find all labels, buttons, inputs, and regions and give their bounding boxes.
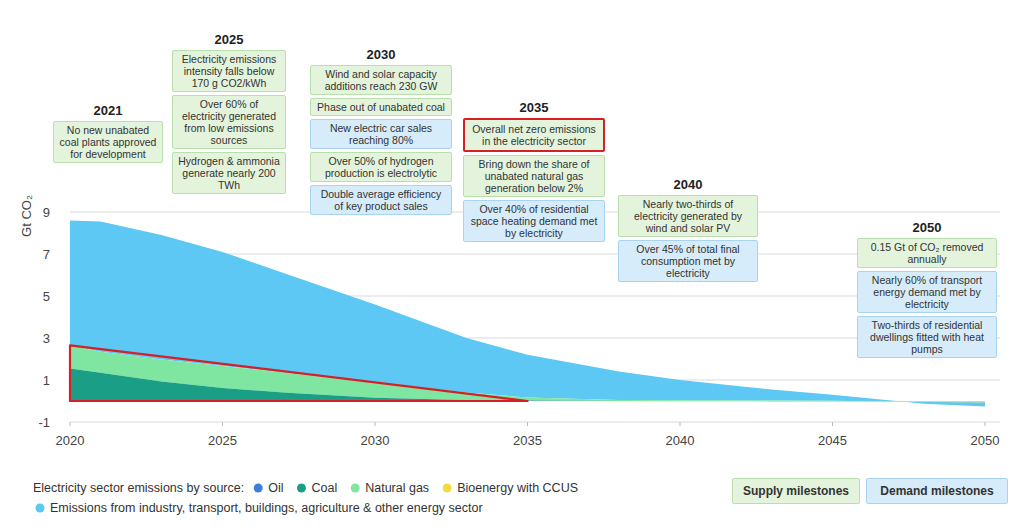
- milestone-box: Phase out of unabated coal: [310, 98, 452, 116]
- y-tick-label: -1: [38, 415, 50, 430]
- milestone-box: Overall net zero emissions in the electr…: [463, 118, 605, 152]
- x-tick-label: 2025: [208, 433, 237, 448]
- area: [70, 345, 985, 402]
- legend-swatch: [351, 484, 360, 493]
- milestone-group: 2025 Electricity emissions intensity fall…: [172, 32, 286, 197]
- highlight-triangle: [70, 345, 528, 401]
- milestone-group: 2021 No new unabated coal plants approved…: [53, 103, 163, 166]
- legend-swatch: [254, 484, 263, 493]
- x-tick-label: 2030: [361, 433, 390, 448]
- legend-label: Oil: [268, 481, 283, 495]
- x-tick-label: 2050: [971, 433, 1000, 448]
- milestone-box: Bring down the share of unabated natural…: [463, 155, 605, 197]
- milestone-box: Over 45% of total final consumption met …: [618, 240, 758, 282]
- x-tick: [375, 422, 376, 426]
- x-tick-label: 2020: [56, 433, 85, 448]
- grid: [70, 212, 1000, 422]
- area: [70, 345, 985, 401]
- x-tick: [222, 422, 223, 426]
- legend-swatch: [443, 484, 452, 493]
- legend-label: Emissions from industry, transport, buil…: [50, 501, 483, 515]
- milestone-group: 2050 0.15 Gt of CO₂ removed annuallyNearl…: [857, 220, 997, 361]
- milestone-legend: Supply milestones: [732, 478, 860, 504]
- milestone-box: Wind and solar capacity additions reach …: [310, 65, 452, 95]
- x-tick: [70, 422, 71, 426]
- milestone-year: 2025: [172, 32, 286, 48]
- legend-label: Bioenergy with CCUS: [457, 481, 578, 495]
- milestone-box: Two-thirds of residential dwellings fitt…: [857, 316, 997, 358]
- area: [70, 368, 985, 401]
- legend-swatch: [36, 504, 45, 513]
- milestone-box: 0.15 Gt of CO₂ removed annually: [857, 238, 997, 268]
- legend-label: Coal: [311, 481, 337, 495]
- x-tick-label: 2035: [513, 433, 542, 448]
- milestone-year: 2035: [463, 100, 605, 116]
- milestone-box: Double average efficiency of key product…: [310, 185, 452, 215]
- x-tick-label: 2040: [666, 433, 695, 448]
- milestone-year: 2030: [310, 47, 452, 63]
- milestone-box: Nearly 60% of transport energy demand me…: [857, 271, 997, 313]
- milestone-group: 2040 Nearly two-thirds of electricity gen…: [618, 177, 758, 285]
- grid-line: [70, 422, 1000, 423]
- areas: [70, 220, 985, 406]
- y-axis-label: Gt CO₂: [19, 195, 34, 237]
- x-tick: [985, 422, 986, 426]
- legend-swatch: [297, 484, 306, 493]
- milestone-box: Hydrogen & ammonia generate nearly 200 T…: [172, 152, 286, 194]
- milestone-group: 2035 Overall net zero emissions in the el…: [463, 100, 605, 245]
- milestone-group: 2030 Wind and solar capacity additions re…: [310, 47, 452, 218]
- legend-title: Electricity sector emissions by source:: [33, 481, 244, 495]
- milestone-box: New electric car sales reaching 80%: [310, 119, 452, 149]
- milestone-box: Over 50% of hydrogen production is elect…: [310, 152, 452, 182]
- stage: -1 1 3 5 7 9 2020 2025 2030 2035 2040 2045 2050 Gt CO…: [0, 0, 1024, 530]
- milestone-box: Over 60% of electricity generated from l…: [172, 95, 286, 149]
- y-tick-label: 1: [43, 373, 50, 388]
- legend-label: Natural gas: [365, 481, 429, 495]
- milestone-box: Over 40% of residential space heating de…: [463, 200, 605, 242]
- milestone-year: 2040: [618, 177, 758, 193]
- y-tick-label: 9: [43, 205, 50, 220]
- milestone-year: 2050: [857, 220, 997, 236]
- milestone-year: 2021: [53, 103, 163, 119]
- area: [70, 220, 985, 406]
- milestone-box: Electricity emissions intensity falls be…: [172, 50, 286, 92]
- y-tick-label: 7: [43, 247, 50, 262]
- x-tick-label: 2045: [818, 433, 847, 448]
- milestone-legend: Demand milestones: [866, 478, 1008, 504]
- y-tick-label: 5: [43, 289, 50, 304]
- x-tick: [832, 422, 833, 426]
- y-tick-label: 3: [43, 331, 50, 346]
- milestone-box: No new unabated coal plants approved for…: [53, 121, 163, 163]
- milestone-box: Nearly two-thirds of electricity generat…: [618, 195, 758, 237]
- x-tick: [680, 422, 681, 426]
- x-tick: [527, 422, 528, 426]
